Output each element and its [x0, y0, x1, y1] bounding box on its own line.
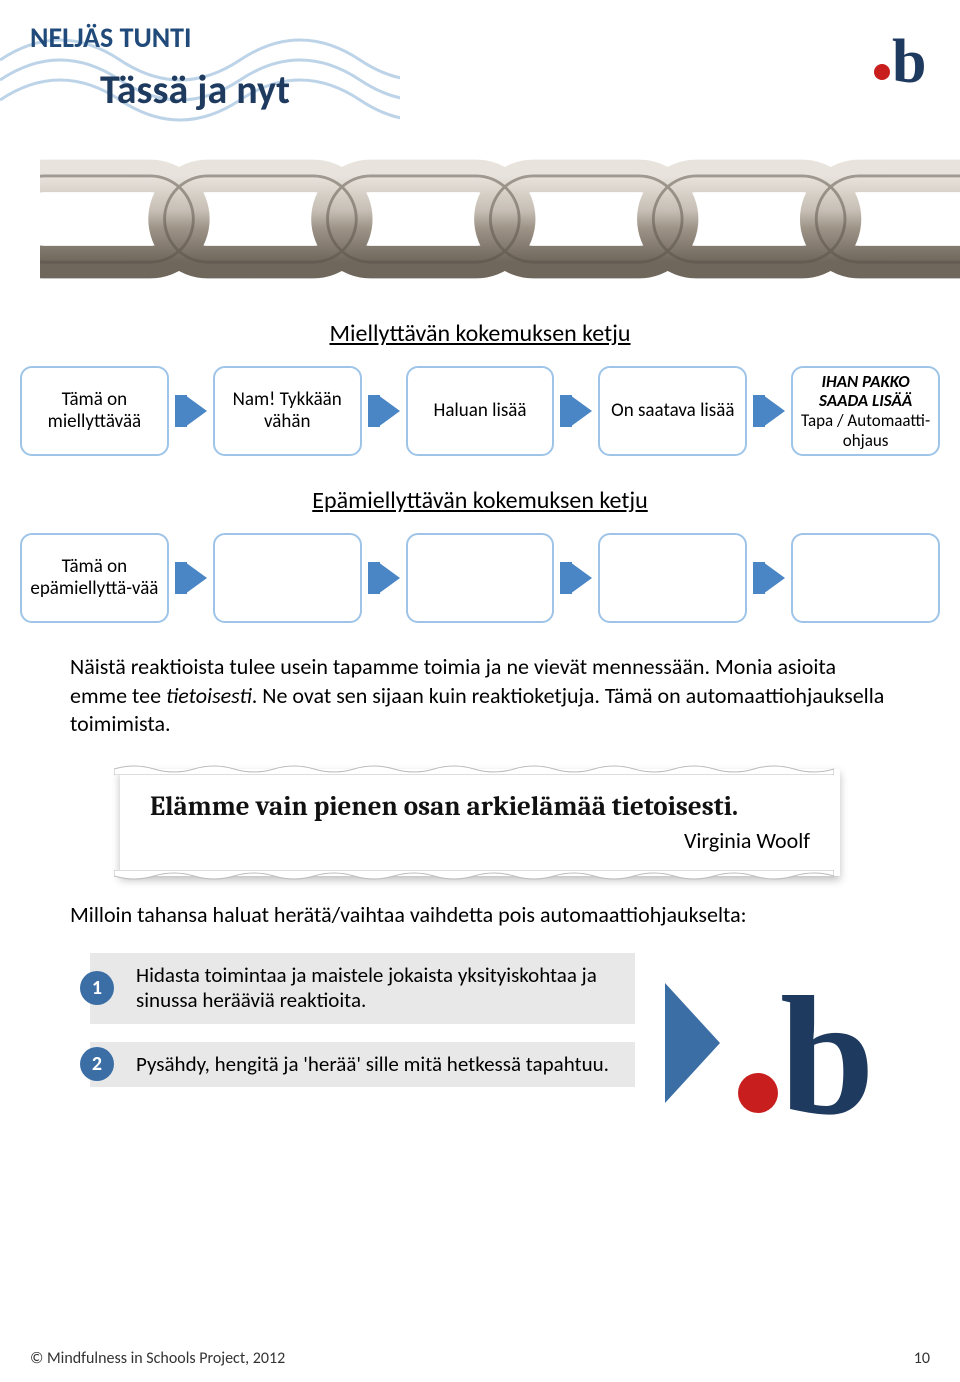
- flow-box-empty: [598, 533, 747, 623]
- footer-page-number: 10: [914, 1349, 930, 1368]
- chain-illustration: [0, 144, 960, 294]
- svg-text:b: b: [780, 962, 875, 1133]
- arrow-icon: [560, 562, 592, 594]
- footer-copyright: © Mindfulness in Schools Project, 2012: [30, 1349, 285, 1368]
- lesson-tag: NELJÄS TUNTI: [30, 20, 290, 55]
- big-arrow-icon: [665, 983, 720, 1103]
- arrow-icon: [175, 562, 207, 594]
- page-title: Tässä ja nyt: [100, 65, 290, 114]
- flow-box-empty: [791, 533, 940, 623]
- pleasant-chain-title: Miellyttävän kokemuksen ketju: [0, 319, 960, 348]
- unpleasant-chain-title: Epämiellyttävän kokemuksen ketju: [0, 486, 960, 515]
- flow-box-suffix: Tapa / Automaatti-ohjaus: [801, 410, 930, 451]
- arrow-icon: [753, 562, 785, 594]
- quote-attribution: Virginia Woolf: [150, 827, 810, 854]
- torn-edge-icon: [114, 870, 834, 882]
- arrow-icon: [560, 395, 592, 427]
- flow-box-bold: IHAN PAKKO SAADA LISÄÄ: [819, 371, 912, 412]
- flow-box: Tämä on miellyttävää: [20, 366, 169, 456]
- arrow-icon: [368, 562, 400, 594]
- flow-box-empty: [406, 533, 555, 623]
- body-paragraph: Näistä reaktioista tulee usein tapamme t…: [0, 653, 960, 739]
- arrow-icon: [368, 395, 400, 427]
- followup-text: Milloin tahansa haluat herätä/vaihtaa va…: [0, 901, 960, 928]
- flow-box: Haluan lisää: [406, 366, 555, 456]
- step-text: Pysähdy, hengitä ja 'herää' sille mitä h…: [136, 1052, 619, 1077]
- logo-icon: b: [730, 953, 890, 1133]
- body-italic: tietoisesti: [166, 682, 252, 709]
- torn-edge-icon: [114, 763, 834, 775]
- unpleasant-flow-row: Tämä on epämiellyttä-vää: [0, 533, 960, 623]
- step-number: 1: [80, 971, 114, 1005]
- flow-box: IHAN PAKKO SAADA LISÄÄ Tapa / Automaatti…: [791, 366, 940, 456]
- svg-text:b: b: [892, 28, 926, 90]
- flow-box: Nam! Tykkään vähän: [213, 366, 362, 456]
- pleasant-flow-row: Tämä on miellyttävää Nam! Tykkään vähän …: [0, 366, 960, 456]
- step-text: Hidasta toimintaa ja maistele jokaista y…: [136, 963, 619, 1013]
- flow-box: Tämä on epämiellyttä-vää: [20, 533, 169, 623]
- step-number: 2: [80, 1047, 114, 1081]
- logo-icon: b: [870, 20, 930, 90]
- arrow-icon: [753, 395, 785, 427]
- flow-box: On saatava lisää: [598, 366, 747, 456]
- step-row: 2 Pysähdy, hengitä ja 'herää' sille mitä…: [90, 1042, 635, 1087]
- steps-area: 1 Hidasta toimintaa ja maistele jokaista…: [0, 928, 960, 1133]
- quote-text: Elämme vain pienen osan arkielämää tieto…: [150, 791, 810, 823]
- quote-box: Elämme vain pienen osan arkielämää tieto…: [120, 769, 840, 876]
- step-row: 1 Hidasta toimintaa ja maistele jokaista…: [90, 953, 635, 1023]
- big-logo-group: b: [665, 953, 890, 1133]
- flow-box-empty: [213, 533, 362, 623]
- arrow-icon: [175, 395, 207, 427]
